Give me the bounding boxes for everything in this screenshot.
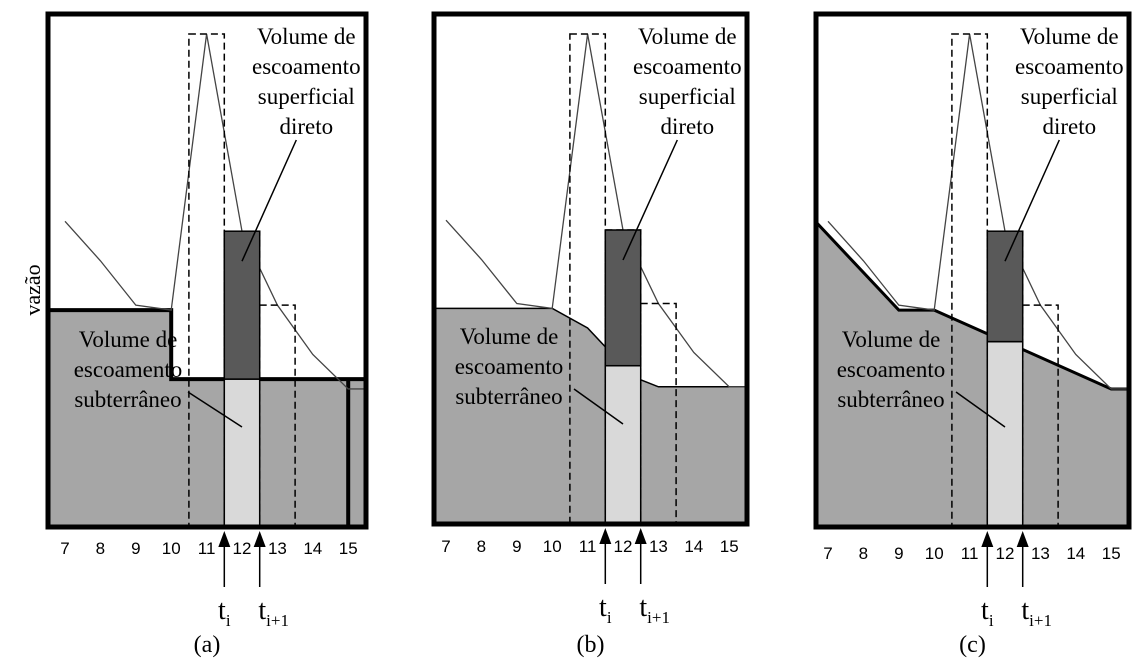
surface-label-line: Volume de	[638, 24, 737, 49]
surface-label-line: superficial	[258, 84, 355, 109]
groundwater-label-line: escoamento	[837, 357, 946, 382]
tick-label: 9	[894, 544, 903, 563]
groundwater-label-line: subterrâneo	[455, 384, 562, 409]
tick-label: 15	[720, 537, 739, 556]
panels: Volume de escoamento superficial direto Volu…	[45, 11, 1132, 658]
tick-label: 7	[441, 537, 450, 556]
baseflow-area	[816, 222, 1129, 527]
panel-frame	[431, 11, 750, 527]
groundwater-label-line: Volume de	[842, 327, 941, 352]
surface-label-line: Volume de	[257, 24, 356, 49]
surface-label-line: escoamento	[252, 54, 361, 79]
tick-label: 10	[543, 537, 562, 556]
surface-leader	[1004, 139, 1060, 262]
time-arrow-head	[634, 528, 647, 544]
tick-label: 9	[131, 539, 140, 558]
surface-label-line: direto	[1042, 114, 1096, 139]
surface-leader	[622, 139, 678, 261]
y-axis-label: vazão	[20, 264, 45, 315]
time-arrow-head	[218, 531, 231, 547]
groundwater-volume-bar	[604, 364, 642, 524]
tick-label: 12	[996, 544, 1015, 563]
groundwater-leader	[955, 391, 1006, 428]
time-arrow-head	[599, 528, 612, 544]
interval-box-3	[258, 304, 296, 527]
tick-label: 13	[268, 539, 287, 558]
tick-label: 8	[859, 544, 868, 563]
panel-frame	[813, 11, 1132, 530]
panel-caption: (b)	[577, 632, 605, 658]
surface-label-line: superficial	[1021, 84, 1118, 109]
surface-label-line: direto	[279, 114, 333, 139]
surface-label-line: escoamento	[1015, 54, 1124, 79]
tick-label: 8	[96, 539, 105, 558]
tick-label: 11	[579, 537, 597, 556]
tick-label: 7	[823, 544, 832, 563]
t-i-label: ti	[981, 595, 994, 630]
groundwater-leader	[573, 388, 624, 425]
panel-frame	[45, 11, 369, 530]
tick-label: 10	[925, 544, 944, 563]
panel-2: Volume de escoamento superficial direto Volu…	[431, 11, 750, 658]
baseflow-area	[434, 308, 747, 524]
surface-volume-bar	[223, 230, 261, 380]
groundwater-label-line: subterrâneo	[74, 387, 181, 412]
tick-label: 9	[512, 537, 521, 556]
separation-line	[48, 308, 366, 382]
groundwater-leader	[187, 391, 243, 428]
tick-label: 10	[162, 539, 181, 558]
surface-label-line: Volume de	[1020, 24, 1119, 49]
t-i1-label: ti+1	[639, 592, 670, 627]
surface-volume-bar	[986, 230, 1024, 343]
surface-label-line: superficial	[639, 84, 736, 109]
groundwater-volume-bar	[223, 378, 261, 527]
tick-label: 13	[649, 537, 668, 556]
groundwater-label-line: escoamento	[74, 357, 183, 382]
groundwater-label-line: Volume de	[460, 324, 559, 349]
tick-label: 12	[614, 537, 633, 556]
surface-volume-bar	[604, 229, 642, 367]
time-arrow-head	[253, 531, 266, 547]
t-i-label: ti	[218, 595, 231, 630]
groundwater-label-line: escoamento	[455, 354, 564, 379]
tick-label: 11	[198, 539, 216, 558]
tick-label: 14	[1066, 544, 1085, 563]
t-i-label: ti	[599, 592, 612, 627]
tick-label: 8	[477, 537, 486, 556]
tick-label: 14	[684, 537, 703, 556]
tick-label: 15	[339, 539, 358, 558]
groundwater-volume-bar	[986, 340, 1024, 527]
groundwater-label-line: subterrâneo	[837, 387, 944, 412]
tick-label: 11	[961, 544, 979, 563]
groundwater-label-line: Volume de	[79, 327, 178, 352]
tick-label: 13	[1031, 544, 1050, 563]
panel-caption: (a)	[194, 632, 221, 658]
panel-1: Volume de escoamento superficial direto Volu…	[45, 11, 369, 658]
interval-box-3	[1021, 304, 1059, 527]
baseflow-area	[48, 310, 366, 527]
panel-caption: (c)	[959, 632, 986, 658]
panel-3: Volume de escoamento superficial direto Volu…	[813, 11, 1132, 658]
t-i1-label: ti+1	[1021, 595, 1052, 630]
surface-label-line: escoamento	[633, 54, 742, 79]
t-i1-label: ti+1	[258, 595, 289, 630]
tick-label: 7	[60, 539, 69, 558]
time-arrow-head	[1016, 531, 1029, 547]
tick-label: 12	[233, 539, 252, 558]
surface-label-line: direto	[660, 114, 714, 139]
tick-label: 15	[1102, 544, 1121, 563]
tick-label: 14	[303, 539, 322, 558]
time-arrow-head	[981, 531, 994, 547]
surface-leader	[241, 139, 297, 262]
